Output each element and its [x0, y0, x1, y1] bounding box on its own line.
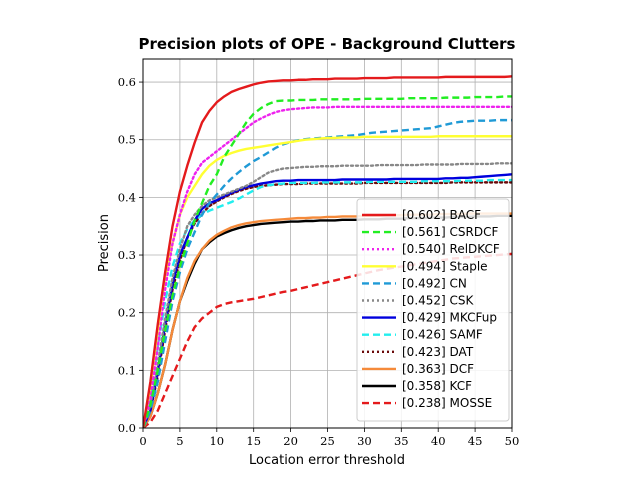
legend-entry: [0.492] CN [402, 276, 467, 290]
x-axis-label: Location error threshold [249, 453, 405, 468]
x-axis-ticks: 0 5 10 15 20 25 30 35 40 45 50 [139, 428, 519, 448]
legend-entry: [0.426] SAMF [402, 328, 483, 342]
legend-entry: [0.429] MKCFup [402, 311, 497, 325]
x-tick-label: 40 [431, 434, 446, 448]
legend-entry: [0.423] DAT [402, 345, 474, 359]
x-tick-label: 50 [505, 434, 520, 448]
y-axis-label: Precision [97, 214, 112, 272]
legend-entry: [0.238] MOSSE [402, 396, 492, 410]
legend-entry: [0.561] CSRDCF [402, 225, 498, 239]
y-tick-label: 0.0 [118, 421, 136, 435]
y-tick-label: 0.2 [118, 306, 136, 320]
legend-entry: [0.494] Staple [402, 259, 488, 273]
legend-box [356, 198, 510, 422]
series-line [143, 252, 512, 428]
series-line [143, 173, 512, 428]
x-tick-label: 5 [176, 434, 183, 448]
x-tick-label: 10 [209, 434, 224, 448]
y-axis-ticks: 0.0 0.1 0.2 0.3 0.4 0.5 0.6 [118, 75, 143, 435]
x-tick-label: 15 [246, 434, 261, 448]
y-tick-label: 0.1 [118, 363, 136, 377]
x-tick-label: 20 [283, 434, 298, 448]
legend-entry: [0.363] DCF [402, 362, 474, 376]
series-line [143, 75, 512, 428]
x-tick-label: 25 [320, 434, 335, 448]
legend-entry: [0.540] RelDKCF [402, 242, 500, 256]
legend-entry: [0.602] BACF [402, 208, 481, 222]
legend-entry: [0.452] CSK [402, 294, 475, 308]
legend-entry: [0.358] KCF [402, 379, 472, 393]
x-tick-label: 35 [394, 434, 409, 448]
y-tick-label: 0.5 [118, 133, 136, 147]
y-tick-label: 0.4 [118, 190, 136, 204]
x-tick-label: 0 [139, 434, 146, 448]
series-line [143, 105, 512, 428]
series-line [143, 135, 512, 428]
y-tick-label: 0.6 [118, 75, 136, 89]
x-tick-label: 30 [357, 434, 372, 448]
series-line [143, 178, 512, 428]
series-line [143, 162, 512, 428]
y-tick-label: 0.3 [118, 248, 136, 262]
chart-title: Precision plots of OPE - Background Clut… [139, 35, 516, 53]
x-tick-label: 45 [468, 434, 483, 448]
legend: [0.602] BACF [0.561] CSRDCF [0.540] RelDKC… [356, 198, 510, 422]
